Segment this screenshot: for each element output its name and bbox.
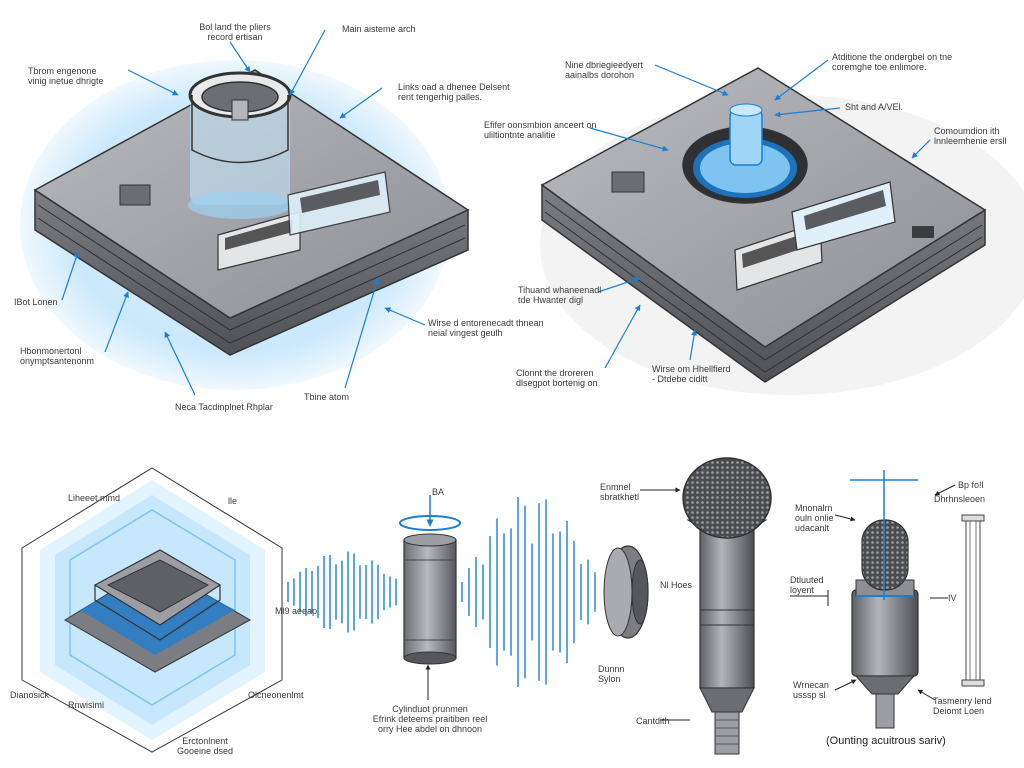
right-module-b <box>791 181 896 251</box>
label-tl-right-low: Wirse d entorenecadt thnean neial vingest… <box>428 318 544 338</box>
probe-rod <box>961 514 985 687</box>
label-br-top: Enmnel sbratkhetl <box>600 482 640 502</box>
label-br-side: Dtluuted loyent <box>790 575 824 595</box>
microphone-large-grille <box>682 457 772 539</box>
left-module-a <box>217 211 301 271</box>
label-br-wav: Wrnecan usssp sl <box>793 680 829 700</box>
diaphragm-disc <box>603 545 649 639</box>
right-port <box>912 226 934 238</box>
label-bm-dom: Dunnn Sylon <box>598 664 625 684</box>
label-tr-top: Nine dbriegieedyert aainalbs dorohon <box>565 60 644 80</box>
waveform <box>287 496 596 688</box>
label-br-dhr: Dhrhnsleoen <box>934 494 986 504</box>
label-tl-bl: IBot Lonen <box>14 297 58 307</box>
label-tl-left: Tbrom engenone vinig inetue dhrigte <box>28 66 104 86</box>
label-br-med: Mnonalrn ouln onlie udacanlt <box>795 503 834 533</box>
microphone-large <box>682 457 772 755</box>
device-right-top <box>540 67 987 348</box>
leader-lines <box>61 29 931 396</box>
left-chamber <box>188 71 292 219</box>
label-tr-right: Comoumdion ith lnnleemhenie ersll <box>934 126 1007 146</box>
label-br-bp: Bp fo!l <box>958 480 984 490</box>
label-br-cant: Cantdith <box>636 716 670 726</box>
leader-lines-dark <box>425 484 956 721</box>
label-bm-nieg: Nl Hoes <box>660 580 693 590</box>
label-bm-cyl: Cylinduot prunmen Efrink deteems praitibe… <box>372 704 488 734</box>
label-bl-dianosick: Dianosick <box>10 690 50 700</box>
label-bl-bottom: Erctonlnent Gooeine dsed <box>176 736 234 756</box>
label-br-tel: Tasmenry lend Deiomt Loen <box>933 696 992 716</box>
label-tl-bottom-mid: Neca Tacdinplnet Rhplar <box>175 402 273 412</box>
label-bl-top: Liheeet mmd <box>68 493 121 503</box>
label-bl-ofcon: Olcneonenlmt <box>248 690 304 700</box>
right-small-chip <box>611 171 645 193</box>
label-tl-top: Bol land the pliers record ertisan <box>199 22 271 42</box>
label-tr-bm: Wirse om Hhellfierd - Dtdebe ciditt <box>652 364 731 384</box>
hex-assembly <box>21 467 283 753</box>
label-bl-rnwisimi: Rnwisimi <box>68 700 104 710</box>
label-bl-ha: lle <box>228 496 238 506</box>
label-tl-bl2: Hbonmonertonl onymptsantenonm <box>20 346 95 366</box>
label-tr-left: Tihuand whaneenadl tde Hwanter digl <box>518 285 602 305</box>
label-tl-right: Links oad a dhenee Delsent rent tengerhig… <box>398 82 510 102</box>
device-right <box>540 67 1024 395</box>
microphone-small <box>850 470 919 729</box>
label-tr-mid: Efifer oonsmbion anceert on uliltiontnte … <box>484 120 597 140</box>
left-small-chip <box>119 184 151 206</box>
label-bl-mb: Ml9 aeeap <box>275 606 318 616</box>
left-module-b <box>287 171 391 236</box>
label-bm-ba: BA <box>432 487 445 497</box>
cylinder-component <box>399 495 461 665</box>
label-tr-top-right: Atditione the ondergbel on tne coremghe t… <box>832 52 953 72</box>
right-chamber <box>682 103 808 204</box>
device-left <box>20 60 470 390</box>
label-tr-bl: Clonnt the droreren dlsegpot bortenig on <box>516 368 598 388</box>
label-tl-bottom-r: Tbine atom <box>304 392 350 402</box>
diagram-caption: (Ounting acuitrous sariv) <box>826 735 946 747</box>
hex-outline <box>21 467 283 753</box>
label-br-tt: IV <box>948 593 957 603</box>
label-tr-hand: Sht and A/VEl. <box>845 102 904 112</box>
label-tl-main: Main aisteme arch <box>342 24 416 34</box>
